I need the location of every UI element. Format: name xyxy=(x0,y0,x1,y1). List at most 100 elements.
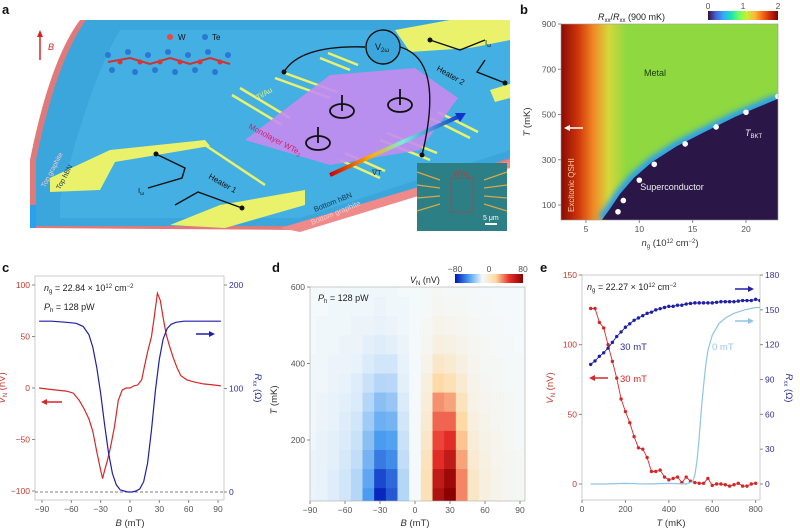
vn-30mt-data-point xyxy=(654,469,658,474)
heatmap-cell xyxy=(315,392,328,412)
panel-e-y-left-tick-label: 0 xyxy=(572,479,577,489)
heatmap-cell xyxy=(514,411,525,431)
heatmap-cell xyxy=(444,315,457,336)
heatmap-cell xyxy=(479,430,492,450)
heatmap-cell xyxy=(385,353,398,374)
heatmap-cell xyxy=(350,392,363,412)
colorbar-d-label: VN (nV) xyxy=(410,275,440,287)
heatmap-cell xyxy=(327,373,340,393)
heatmap-cell xyxy=(374,287,387,297)
metal-label: Metal xyxy=(644,68,666,78)
vn-30mt-data-point xyxy=(740,484,745,488)
heatmap-cell xyxy=(455,373,468,393)
heatmap-cell xyxy=(420,411,433,431)
panel-b-x-tick-label: 20 xyxy=(741,224,751,234)
rxx-30mt-data-point xyxy=(693,301,697,305)
scale-bar xyxy=(485,223,497,225)
panel-letter-b: b xyxy=(520,2,528,17)
panel-e-line-chart: e 0 200 400 600 800 0 50 100 150 0 30 60 90 120 150 180… xyxy=(540,260,794,529)
panel-c-x-tick-label: 30 xyxy=(155,504,165,514)
heatmap-cell xyxy=(385,315,398,336)
heatmap-cell xyxy=(315,353,328,374)
rxx-30mt-data-point xyxy=(710,301,714,305)
device-micrograph-inset xyxy=(416,163,508,231)
heatmap-cell xyxy=(467,430,480,450)
panel-b-frame xyxy=(560,23,779,221)
panel-d-power-annotation: Ph = 128 pW xyxy=(318,293,369,305)
heatmap-cell xyxy=(432,411,445,431)
panel-e-ylabel-right: Rxx (Ω) xyxy=(782,374,794,403)
vn-30mt-data-point xyxy=(701,481,706,486)
heatmap-cell xyxy=(479,334,492,355)
heatmap-cell xyxy=(502,449,515,470)
heatmap-cell xyxy=(467,487,480,501)
vn-arrowhead xyxy=(589,375,595,381)
heatmap-cell xyxy=(362,430,375,450)
vn-30mt-data-point xyxy=(610,359,615,364)
b-field-arrowhead xyxy=(37,30,43,37)
panel-e-y-right-tick-label: 30 xyxy=(765,444,775,454)
heatmap-cell xyxy=(444,430,457,450)
panel-e-ng-annotation: ng = 22.27 × 1012 cm−2 xyxy=(587,282,677,294)
heatmap-cell xyxy=(420,468,433,489)
measurement-wires xyxy=(147,39,506,209)
b-field-label: B xyxy=(48,42,54,52)
heatmap-cell xyxy=(409,411,422,431)
panel-a-device-schematic: a V2ω xyxy=(2,2,510,232)
panel-c-x-tick-label: 60 xyxy=(184,504,194,514)
heatmap-cell xyxy=(467,334,480,355)
heatmap-cell xyxy=(432,315,445,336)
heatmap-cell xyxy=(350,430,363,450)
temperature-gradient-arrow xyxy=(329,113,463,177)
heatmap-cell xyxy=(409,334,422,355)
heatmap-cell xyxy=(397,487,410,501)
rxx-series-line xyxy=(39,320,221,493)
rxx-30mt-data-point xyxy=(593,359,597,363)
vn-30mt-data-point xyxy=(645,455,649,460)
heatmap-cell xyxy=(467,449,480,470)
heatmap-cell xyxy=(315,411,328,431)
heatmap-cell xyxy=(397,334,410,355)
heatmap-cell xyxy=(350,449,363,470)
rxx-30mt-data-point xyxy=(740,298,745,303)
heatmap-cell xyxy=(339,430,352,450)
heatmap-cell xyxy=(444,468,457,489)
panel-d-heatmap: d −90 −60 −30 0 30 60 90 200 400 600 −80 0 80 VN (nV… xyxy=(269,260,528,529)
panel-b-y-tick-label: 700 xyxy=(542,64,556,74)
heatmap-cell xyxy=(514,315,525,336)
heatmap-cell xyxy=(397,430,410,450)
heatmap-cell xyxy=(310,411,317,431)
heatmap-cell xyxy=(455,296,468,317)
heatmap-cell xyxy=(350,411,363,431)
heatmap-cell xyxy=(339,296,352,317)
heatmap-cell xyxy=(327,353,340,374)
heatmap-cell xyxy=(479,315,492,336)
heatmap-cell xyxy=(385,287,398,297)
heatmap-cell xyxy=(397,353,410,374)
heatmap-cell xyxy=(310,392,317,412)
rxx-30mt-data-point xyxy=(628,322,632,326)
panel-e-y-right-tick-label: 120 xyxy=(765,340,779,350)
heatmap-cell xyxy=(514,353,525,374)
vn-30mt-data-point xyxy=(684,475,688,479)
panel-c-y-left-tick-label: 0 xyxy=(25,383,30,393)
rxx-30mt-data-point xyxy=(723,300,727,304)
panel-e-xlabel: T (mK) xyxy=(656,518,685,529)
heatmap-cell xyxy=(374,373,387,393)
heatmap-cell xyxy=(374,315,387,336)
voltmeter-icon xyxy=(365,29,401,65)
heatmap-cell xyxy=(432,334,445,355)
heatmap-cell xyxy=(467,373,480,393)
inset-wte2-label: WTe2 xyxy=(453,171,470,180)
panel-e-y-right-tick-label: 90 xyxy=(765,375,775,385)
panel-c-x-tick-label: 90 xyxy=(213,504,223,514)
gradient-label: ∇T xyxy=(371,168,382,177)
panel-c-x-tick-label: 0 xyxy=(128,504,133,514)
heatmap-cell xyxy=(339,411,352,431)
heatmap-cell xyxy=(374,296,387,317)
panel-d-x-tick-label: 60 xyxy=(480,505,490,515)
heatmap-cell xyxy=(374,392,387,412)
heatmap-cell xyxy=(339,334,352,355)
panel-b-x-tick-label: 15 xyxy=(688,224,698,234)
panel-e-x-tick-label: 600 xyxy=(705,504,719,514)
